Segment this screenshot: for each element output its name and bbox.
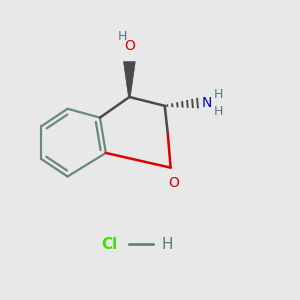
Text: N: N (202, 96, 212, 110)
Text: O: O (124, 39, 135, 53)
Text: H: H (213, 88, 223, 100)
Text: O: O (168, 176, 179, 190)
Text: Cl: Cl (101, 237, 118, 252)
Polygon shape (124, 62, 135, 97)
Text: H: H (117, 29, 127, 43)
Text: H: H (162, 237, 173, 252)
Text: H: H (213, 105, 223, 118)
